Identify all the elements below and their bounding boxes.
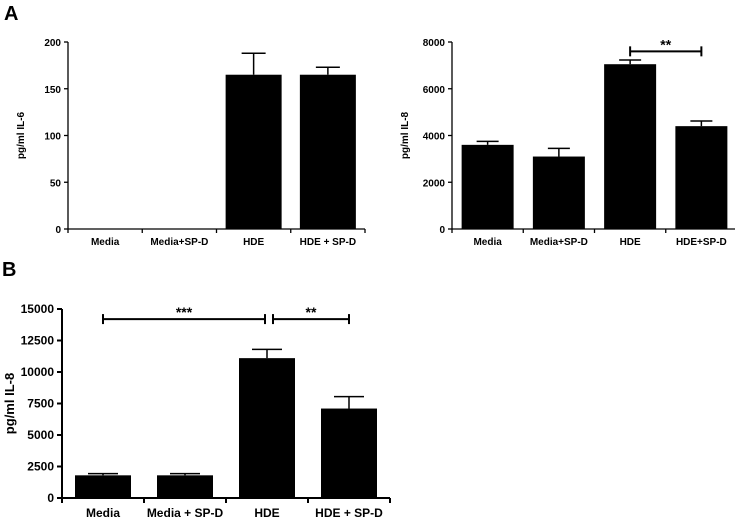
panel-label: A [4, 3, 18, 25]
y-axis-label: pg/ml IL-8 [400, 111, 411, 159]
category-label-1: Media+SP-D [150, 237, 208, 248]
y-tick-label: 100 [44, 132, 61, 143]
bar-0 [75, 475, 131, 498]
y-tick-label: 6000 [423, 85, 446, 96]
y-tick-label: 8000 [423, 38, 446, 49]
bar-2 [604, 64, 657, 229]
category-label-0: Media [473, 237, 502, 248]
y-tick-label: 7500 [27, 397, 54, 411]
chart-il8-panel-b: B 0 2500 5000 7500 10000 12500 15000 Media Media … [2, 259, 391, 520]
y-tick-label: 2500 [27, 460, 54, 474]
category-label-0: Media [91, 237, 120, 248]
y-tick-label: 150 [44, 85, 61, 96]
bar-2 [239, 358, 295, 498]
y-tick-label: 0 [55, 225, 61, 236]
y-tick-label: 50 [50, 178, 62, 189]
y-tick-label: 4000 [423, 132, 446, 143]
category-label-2: HDE [620, 237, 641, 248]
significance-label-0: ** [660, 36, 671, 52]
bar-3 [299, 74, 356, 229]
bar-0 [461, 144, 514, 229]
y-axis-label: pg/ml IL-6 [16, 111, 27, 159]
significance-label-0: *** [176, 304, 193, 320]
significance-label-1: ** [306, 304, 317, 320]
bar-1 [532, 156, 585, 229]
y-tick-label: 0 [439, 225, 445, 236]
category-label-1: Media+SP-D [530, 237, 588, 248]
y-tick-label: 0 [47, 491, 54, 505]
y-tick-label: 5000 [27, 428, 54, 442]
y-tick-label: 10000 [21, 365, 55, 379]
category-label-2: HDE [254, 506, 279, 520]
category-label-2: HDE [243, 237, 264, 248]
category-label-3: HDE+SP-D [676, 237, 727, 248]
y-tick-label: 12500 [21, 334, 55, 348]
y-tick-label: 15000 [21, 302, 55, 316]
chart-il8-panel-a: 0 2000 4000 6000 8000 Media Media+SP-D HDE HDE+S… [400, 36, 735, 248]
bar-3 [321, 408, 377, 498]
bar-3 [675, 126, 728, 229]
bar-2 [225, 74, 282, 229]
y-axis-label: pg/ml IL-8 [2, 373, 17, 434]
y-tick-label: 2000 [423, 178, 446, 189]
category-label-3: HDE + SP-D [300, 237, 356, 248]
category-label-1: Media + SP-D [147, 506, 224, 520]
chart-il6-panel-a: A 0 50 100 150 200 Media Media+SP-D HDE HDE + SP-… [4, 3, 366, 248]
bar-1 [157, 475, 213, 498]
y-tick-label: 200 [44, 38, 61, 49]
panel-label: B [2, 259, 16, 281]
category-label-3: HDE + SP-D [315, 506, 383, 520]
category-label-0: Media [86, 506, 120, 520]
